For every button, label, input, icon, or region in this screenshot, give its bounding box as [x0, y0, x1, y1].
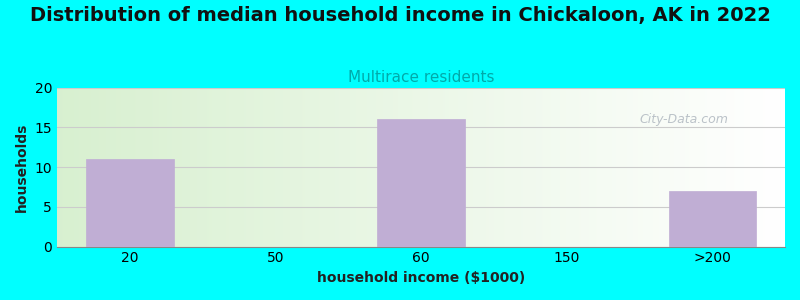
Text: Distribution of median household income in Chickaloon, AK in 2022: Distribution of median household income … — [30, 6, 770, 25]
Bar — [669, 191, 756, 247]
X-axis label: household income ($1000): household income ($1000) — [317, 271, 525, 285]
Y-axis label: households: households — [15, 122, 29, 212]
Title: Multirace residents: Multirace residents — [348, 70, 494, 85]
Bar — [86, 159, 174, 247]
Bar — [378, 119, 465, 247]
Text: City-Data.com: City-Data.com — [639, 113, 728, 126]
